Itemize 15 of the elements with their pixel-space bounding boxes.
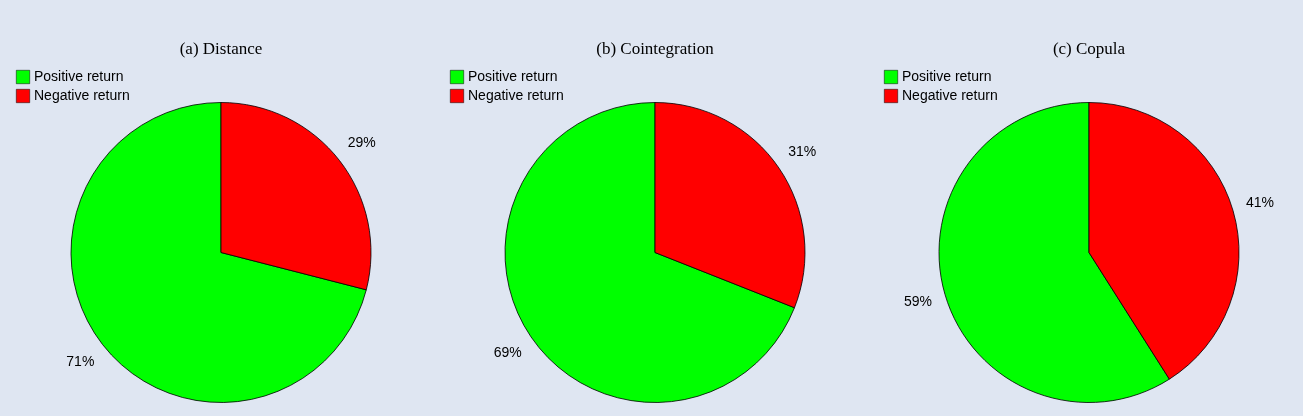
data-label: 59% bbox=[904, 293, 933, 310]
legend-label: Positive return bbox=[468, 68, 558, 84]
legend-label: Negative return bbox=[468, 87, 564, 103]
legend-label: Positive return bbox=[902, 68, 992, 84]
legend-label: Negative return bbox=[902, 87, 998, 103]
chart-title: (c) Copula bbox=[1052, 39, 1126, 58]
chart-title: (a) Distance bbox=[179, 39, 263, 58]
data-label: 69% bbox=[493, 343, 522, 360]
data-label: 41% bbox=[1245, 193, 1274, 210]
legend-label: Positive return bbox=[34, 68, 124, 84]
legend-label: Negative return bbox=[34, 87, 130, 103]
data-label: 31% bbox=[788, 143, 817, 160]
data-label: 71% bbox=[66, 352, 95, 369]
data-label: 29% bbox=[347, 134, 376, 151]
chart-title: (b) Cointegration bbox=[596, 39, 715, 58]
